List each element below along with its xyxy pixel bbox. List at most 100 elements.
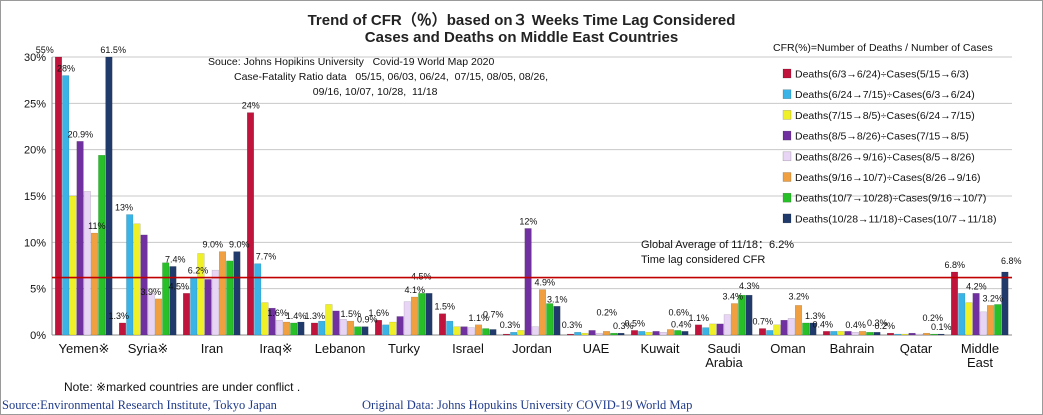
bar (773, 324, 781, 336)
bar (908, 332, 916, 336)
bar (55, 56, 63, 336)
data-label: 0.4% (845, 320, 866, 330)
bar (218, 251, 226, 336)
bar (851, 332, 859, 336)
data-label: 4.9% (535, 278, 556, 288)
bar (325, 304, 333, 336)
x-tick-label: Turky (388, 341, 421, 356)
bar (738, 294, 746, 336)
data-label: 1.6% (369, 308, 390, 318)
bar (965, 302, 973, 336)
data-label: 4.2% (966, 281, 987, 291)
legend-swatch (782, 151, 792, 162)
bar (894, 333, 902, 336)
data-label: 0.3% (867, 318, 888, 328)
legend-swatch (782, 213, 792, 224)
data-label: 12% (519, 216, 537, 226)
data-label: 6.8% (945, 260, 966, 270)
original-data-credit: Original Data: Johns Hopukins University… (362, 398, 693, 412)
bar (489, 329, 497, 336)
bar (695, 324, 703, 336)
bar (731, 303, 739, 336)
x-tick-label: Arabia (705, 355, 743, 370)
bar (147, 293, 155, 336)
bar (901, 333, 909, 336)
legend-swatch (782, 172, 792, 182)
data-label: 1.4% (286, 311, 307, 321)
bar (766, 330, 774, 336)
bar (98, 155, 106, 336)
bar (290, 322, 298, 336)
bar (923, 332, 931, 336)
bar (937, 333, 945, 336)
bar (631, 330, 639, 336)
x-tick-label: Israel (452, 341, 484, 356)
data-label: 0.9% (357, 315, 378, 325)
legend-label: Deaths(7/15→8/5)÷Cases(6/24→7/15) (795, 110, 975, 122)
bar (118, 322, 126, 336)
bar (76, 141, 84, 336)
bar (574, 332, 582, 336)
reference-line-label: Time lag considered CFR (641, 254, 765, 266)
data-label: 3.4% (723, 291, 744, 301)
bar (254, 263, 262, 336)
chart-title: Trend of CFR（％）based on３ Weeks Time Lag … (307, 12, 736, 29)
bar (887, 332, 895, 336)
bar (510, 332, 518, 336)
x-tick-label: Kuwait (640, 341, 679, 356)
legend-swatch (782, 110, 792, 120)
bar (283, 321, 291, 336)
bar (595, 332, 603, 336)
bar (787, 318, 795, 336)
bar (979, 311, 987, 336)
data-label: 0.3% (562, 320, 583, 330)
legend-label: Deaths(6/24→7/15)÷Cases(6/3→6/24) (795, 89, 975, 101)
bar (268, 307, 276, 336)
chart-subtitle: Cases and Deaths on Middle East Countrie… (364, 29, 679, 46)
data-label: 4.3% (739, 281, 760, 291)
data-label: 13% (115, 203, 133, 213)
y-tick-label: 0% (30, 330, 46, 342)
bar (539, 289, 547, 336)
bar (347, 320, 355, 336)
x-tick-label: Bahrain (830, 341, 875, 356)
bar (182, 293, 190, 336)
source-credit: Source:Environmental Research Institute,… (2, 398, 277, 412)
y-tick-label: 30% (24, 52, 46, 64)
legend-header: CFR(%)=Number of Deaths / Number of Case… (773, 42, 993, 54)
bar (873, 332, 881, 336)
source-line-3: 09/16, 10/07, 10/28, 11/18 (234, 86, 438, 98)
bar (994, 304, 1002, 336)
data-label: 1.5% (435, 302, 456, 312)
data-label: 1.5% (341, 309, 362, 319)
x-tick-label: Yemen※ (59, 341, 110, 356)
bar (759, 328, 767, 336)
data-label: 3.9% (141, 287, 162, 297)
data-label: 6.8% (1001, 256, 1022, 266)
bar (226, 260, 234, 336)
bar (517, 330, 525, 336)
bar (382, 324, 390, 336)
legend-swatch (782, 68, 792, 79)
x-tick-label: Syria※ (128, 341, 169, 356)
bar (261, 302, 269, 336)
legend-swatch (782, 130, 792, 141)
bar (62, 75, 70, 336)
bar (375, 319, 383, 336)
data-label: 1.3% (109, 311, 130, 321)
bar (645, 332, 653, 336)
bar (546, 303, 554, 336)
bar (154, 298, 162, 336)
bar (709, 323, 717, 336)
legend-label: Deaths(6/3→6/24)÷Cases(5/15→6/3) (795, 69, 969, 81)
bar (190, 277, 198, 336)
data-label: 0.2% (923, 313, 944, 323)
data-label: 9.0% (203, 240, 224, 250)
data-label: 0.3% (613, 321, 634, 331)
footnote: Note: ※marked countries are under confli… (64, 380, 301, 394)
data-label: 61.5% (100, 45, 126, 55)
y-tick-label: 5% (30, 284, 46, 296)
bar (951, 271, 959, 336)
x-tick-label: Lebanon (315, 341, 366, 356)
